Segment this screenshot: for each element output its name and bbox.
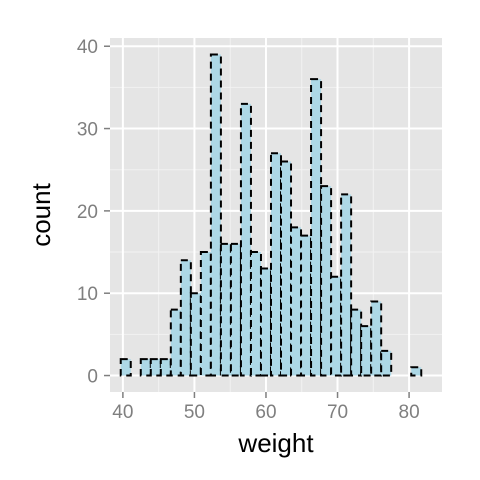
histogram-bar [360, 325, 373, 377]
histogram-bar [380, 349, 393, 377]
histogram-bar [159, 358, 172, 377]
histogram-bar [310, 78, 323, 377]
x-tick-label: 40 [112, 402, 133, 423]
y-tick-label: 0 [87, 367, 98, 388]
y-axis-ticks: 0 10 20 30 40 [77, 37, 110, 388]
y-tick-label: 20 [77, 202, 98, 223]
histogram-bar [189, 292, 202, 377]
y-axis-title: count [26, 182, 56, 246]
histogram-bar [410, 366, 423, 377]
x-tick-label: 60 [255, 402, 276, 423]
histogram-bar [330, 275, 343, 377]
histogram-bar [119, 358, 132, 377]
x-tick-label: 70 [327, 402, 348, 423]
x-tick-label: 80 [399, 402, 420, 423]
y-tick-label: 10 [77, 284, 98, 305]
histogram-bar [320, 185, 333, 377]
x-axis-ticks: 40 50 60 70 80 [112, 392, 420, 423]
histogram-bar [239, 102, 252, 377]
histogram-bar [259, 267, 272, 377]
y-tick-label: 40 [77, 37, 98, 58]
histogram-bar [219, 242, 232, 377]
histogram-bar [229, 242, 242, 377]
histogram-bar [280, 160, 293, 377]
histogram-bar [169, 308, 182, 377]
histogram-bar [290, 226, 303, 377]
x-axis-title: weight [237, 428, 314, 458]
histogram-bars [119, 53, 423, 377]
histogram-bar [149, 358, 162, 377]
histogram-bar [350, 308, 363, 377]
histogram-bar [209, 53, 222, 377]
histogram-bar [370, 300, 383, 377]
histogram-bar [269, 152, 283, 377]
histogram-bar [179, 259, 192, 377]
histogram-bar [300, 234, 313, 377]
y-tick-label: 30 [77, 120, 98, 141]
histogram-bar [199, 251, 212, 377]
x-tick-label: 50 [184, 402, 205, 423]
histogram-bar [139, 358, 152, 377]
histogram-bar [249, 251, 262, 377]
histogram-bar [340, 193, 353, 377]
